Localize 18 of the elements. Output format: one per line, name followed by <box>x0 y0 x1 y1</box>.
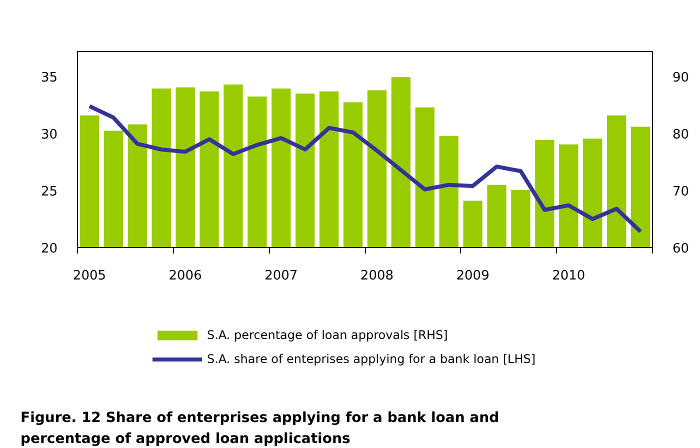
x-tick-label: 2009 <box>456 268 490 284</box>
x-tick-label: 2007 <box>264 268 298 284</box>
y-tick-label: 25 <box>40 184 58 200</box>
line-series <box>87 104 643 234</box>
y2-tick-label: 60 <box>672 242 690 256</box>
x-tick-label: 2008 <box>360 268 394 284</box>
y2-tick-label: 80 <box>672 128 690 143</box>
x-tick-label: 2010 <box>552 268 586 284</box>
y2-tick-label: 70 <box>672 184 690 200</box>
x-tick-label: 2005 <box>72 268 106 284</box>
y-tick-label: 20 <box>40 242 58 256</box>
text: Figure. 12 Share of enterprises applying for a bank loan and percentage of approved loan applications <box>20 410 500 447</box>
x-tick-label: 2006 <box>168 268 202 284</box>
y2-tick-label: 90 <box>672 70 690 86</box>
y-tick-label: 35 <box>40 70 58 86</box>
legend-label: S.A. percentage of loan approvals [RHS] <box>207 328 448 342</box>
legend-label: S.A. share of enteprises applying for a bank loan [LHS] <box>207 352 536 366</box>
y-tick-label: 30 <box>40 128 58 143</box>
